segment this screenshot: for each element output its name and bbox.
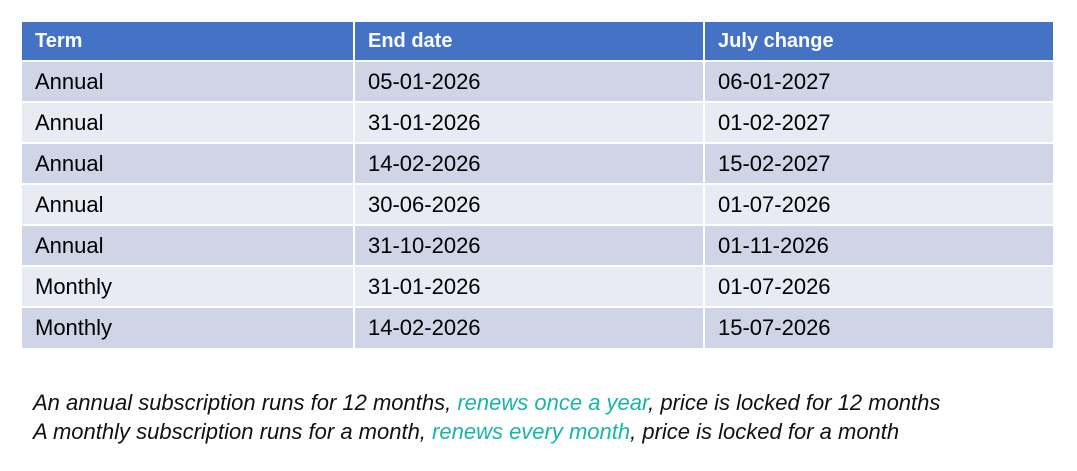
table-cell: 31-01-2026	[353, 265, 704, 307]
table-cell: Annual	[22, 60, 354, 102]
table-cell: 31-01-2026	[353, 101, 704, 143]
note-annual-post: , price is locked for 12 months	[648, 390, 941, 415]
table-cell: 01-11-2026	[703, 224, 1053, 266]
table-cell: Annual	[22, 142, 354, 184]
table-cell: Monthly	[22, 265, 354, 307]
note-annual-pre: An annual subscription runs for 12 month…	[33, 390, 458, 415]
table-cell: Annual	[22, 101, 354, 143]
table-row: Monthly 31-01-2026 01-07-2026	[22, 265, 1053, 307]
column-header-term: Term	[22, 22, 354, 62]
table-cell: 01-07-2026	[703, 265, 1053, 307]
table-cell: Annual	[22, 183, 354, 225]
note-monthly: A monthly subscription runs for a month,…	[33, 417, 940, 446]
table-row: Annual 05-01-2026 06-01-2027	[22, 60, 1053, 102]
table-row: Monthly 14-02-2026 15-07-2026	[22, 306, 1053, 348]
note-annual-highlight: renews once a year	[457, 390, 649, 415]
table-row: Annual 31-01-2026 01-02-2027	[22, 101, 1053, 143]
table-cell: 15-02-2027	[703, 142, 1053, 184]
column-header-july-change: July change	[703, 22, 1053, 62]
table-body: Annual 05-01-2026 06-01-2027 Annual 31-01-20…	[22, 60, 1053, 348]
subscription-table: Term End date July change Annual 05-01-20…	[22, 22, 1053, 348]
note-monthly-post: , price is locked for a month	[630, 419, 900, 444]
table-cell: 05-01-2026	[353, 60, 704, 102]
footnotes: An annual subscription runs for 12 month…	[33, 388, 940, 446]
table-cell: 01-02-2027	[703, 101, 1053, 143]
table-cell: 31-10-2026	[353, 224, 704, 266]
table-cell: Monthly	[22, 306, 354, 348]
note-monthly-highlight: renews every month	[432, 419, 631, 444]
column-header-end-date: End date	[353, 22, 704, 62]
table-cell: 01-07-2026	[703, 183, 1053, 225]
table-cell: 14-02-2026	[353, 142, 704, 184]
table-cell: 14-02-2026	[353, 306, 704, 348]
note-annual: An annual subscription runs for 12 month…	[33, 388, 940, 417]
table-row: Annual 31-10-2026 01-11-2026	[22, 224, 1053, 266]
table-header-row: Term End date July change	[22, 22, 1053, 62]
table-cell: 15-07-2026	[703, 306, 1053, 348]
table-cell: Annual	[22, 224, 354, 266]
table-row: Annual 30-06-2026 01-07-2026	[22, 183, 1053, 225]
table-cell: 30-06-2026	[353, 183, 704, 225]
note-monthly-pre: A monthly subscription runs for a month,	[33, 419, 433, 444]
table-cell: 06-01-2027	[703, 60, 1053, 102]
table-row: Annual 14-02-2026 15-02-2027	[22, 142, 1053, 184]
